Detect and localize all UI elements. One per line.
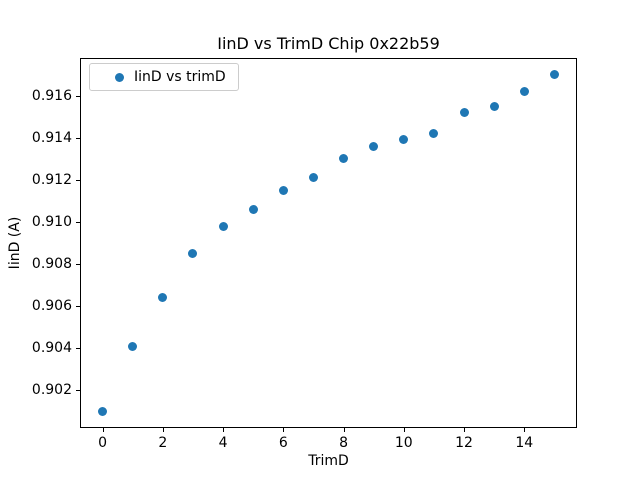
y-tick-mark [76, 348, 80, 350]
x-tick-label: 2 [158, 435, 168, 451]
x-axis-label: TrimD [308, 453, 349, 469]
y-axis-label: IinD (A) [7, 216, 23, 270]
x-tick-mark [524, 428, 526, 432]
x-tick-label: 0 [98, 435, 108, 451]
plot-area: IinD vs trimD [80, 58, 577, 428]
x-tick-mark [283, 428, 285, 432]
y-tick-mark [76, 95, 80, 97]
y-tick-mark [76, 306, 80, 308]
x-tick-label: 4 [218, 435, 228, 451]
chart-title: IinD vs TrimD Chip 0x22b59 [217, 34, 440, 53]
y-tick-label: 0.914 [31, 129, 72, 146]
y-tick-label: 0.904 [31, 340, 72, 357]
data-point [339, 154, 349, 164]
x-tick-mark [464, 428, 466, 432]
data-point [399, 135, 409, 145]
x-tick-label: 6 [278, 435, 288, 451]
data-point [188, 249, 198, 258]
x-tick-label: 14 [515, 435, 534, 451]
x-tick-mark [343, 428, 345, 432]
data-point [158, 293, 168, 303]
y-tick-label: 0.906 [31, 298, 72, 315]
y-tick-label: 0.916 [31, 87, 72, 104]
y-tick-label: 0.902 [31, 382, 72, 399]
data-point [308, 173, 318, 183]
y-tick-mark [76, 179, 80, 181]
y-tick-mark [76, 137, 80, 139]
y-tick-mark [76, 221, 80, 223]
data-point [429, 129, 439, 139]
data-point [278, 185, 288, 195]
x-tick-label: 10 [394, 435, 413, 451]
y-tick-label: 0.910 [31, 213, 72, 230]
x-tick-mark [223, 428, 225, 432]
data-point [218, 221, 228, 231]
y-tick-label: 0.912 [31, 171, 72, 188]
data-point [549, 70, 559, 80]
data-point [128, 341, 138, 351]
legend: IinD vs trimD [89, 63, 239, 91]
data-point [489, 101, 499, 111]
x-tick-label: 8 [339, 435, 348, 451]
data-point [248, 204, 258, 214]
y-tick-mark [76, 390, 80, 392]
data-point [98, 406, 108, 416]
data-point [459, 108, 469, 118]
x-tick-mark [162, 428, 164, 432]
x-tick-mark [102, 428, 104, 432]
legend-marker-dot [115, 72, 124, 82]
y-tick-label: 0.908 [31, 256, 72, 273]
data-point [369, 141, 379, 151]
x-tick-label: 12 [455, 435, 473, 451]
legend-label: IinD vs trimD [134, 69, 226, 85]
data-point [519, 87, 529, 97]
x-tick-mark [403, 428, 405, 432]
y-tick-mark [76, 264, 80, 266]
